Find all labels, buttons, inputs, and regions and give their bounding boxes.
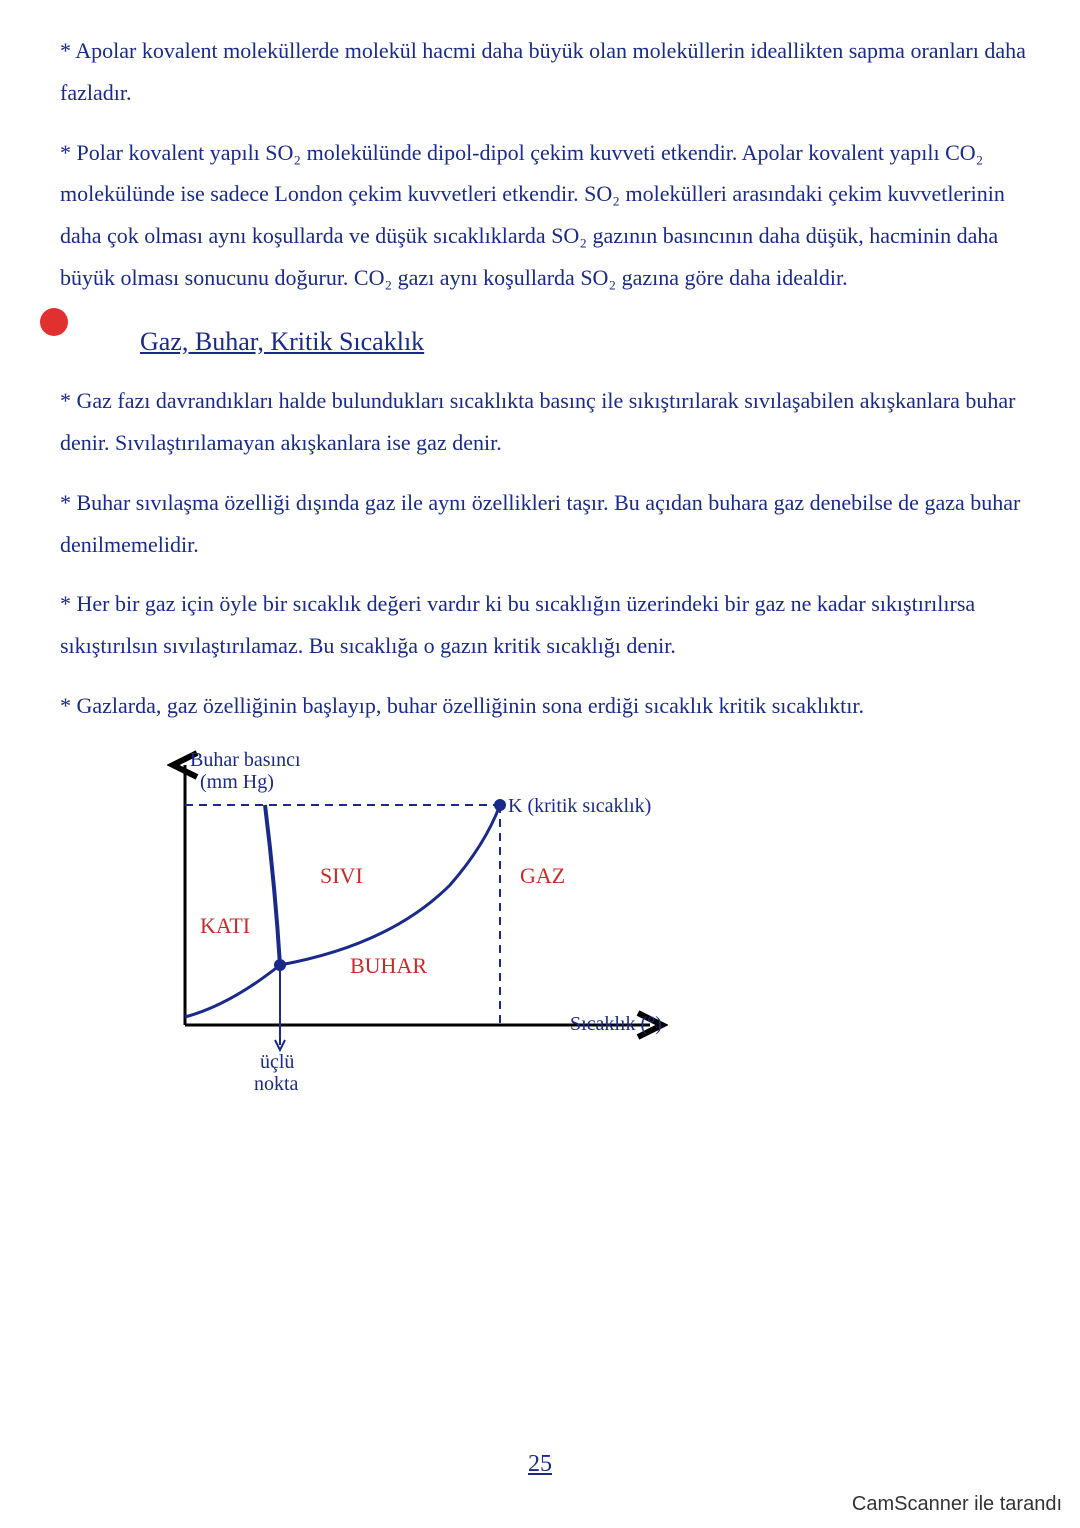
fusion-curve [265,805,280,965]
triple-point-label-2: nokta [254,1065,298,1103]
paragraph-6: * Gazlarda, gaz özelliğinin başlayıp, bu… [60,685,1040,727]
paragraph-5: * Her bir gaz için öyle bir sıcaklık değ… [60,583,1040,667]
scanner-watermark: CamScanner ile tarandı [852,1493,1062,1516]
page-number: 25 [528,1451,552,1478]
region-liquid-label: SIVI [320,855,363,897]
phase-diagram: Buhar basıncı (mm Hg) K (kritik sıcaklık… [130,745,690,1065]
region-solid-label: KATI [200,905,250,947]
region-gas-label: GAZ [520,855,565,897]
x-axis-label: Sıcaklık (°) [570,1005,662,1043]
paragraph-2: * Polar kovalent yapılı SO₂ molekülünde … [60,132,1040,299]
red-marker-dot [40,308,68,336]
critical-point-label: K (kritik sıcaklık) [508,787,651,825]
critical-point-dot [494,799,506,811]
sublimation-curve [185,965,280,1017]
region-vapor-label: BUHAR [350,945,427,987]
page-content: * Apolar kovalent moleküllerde molekül h… [0,0,1080,1085]
paragraph-1: * Apolar kovalent moleküllerde molekül h… [60,30,1040,114]
paragraph-4: * Buhar sıvılaşma özelliği dışında gaz i… [60,482,1040,566]
paragraph-3: * Gaz fazı davrandıkları halde bulundukl… [60,380,1040,464]
section-title: Gaz, Buhar, Kritik Sıcaklık [140,317,1040,366]
vaporization-curve [280,805,500,965]
y-axis-label-2: (mm Hg) [200,763,274,801]
